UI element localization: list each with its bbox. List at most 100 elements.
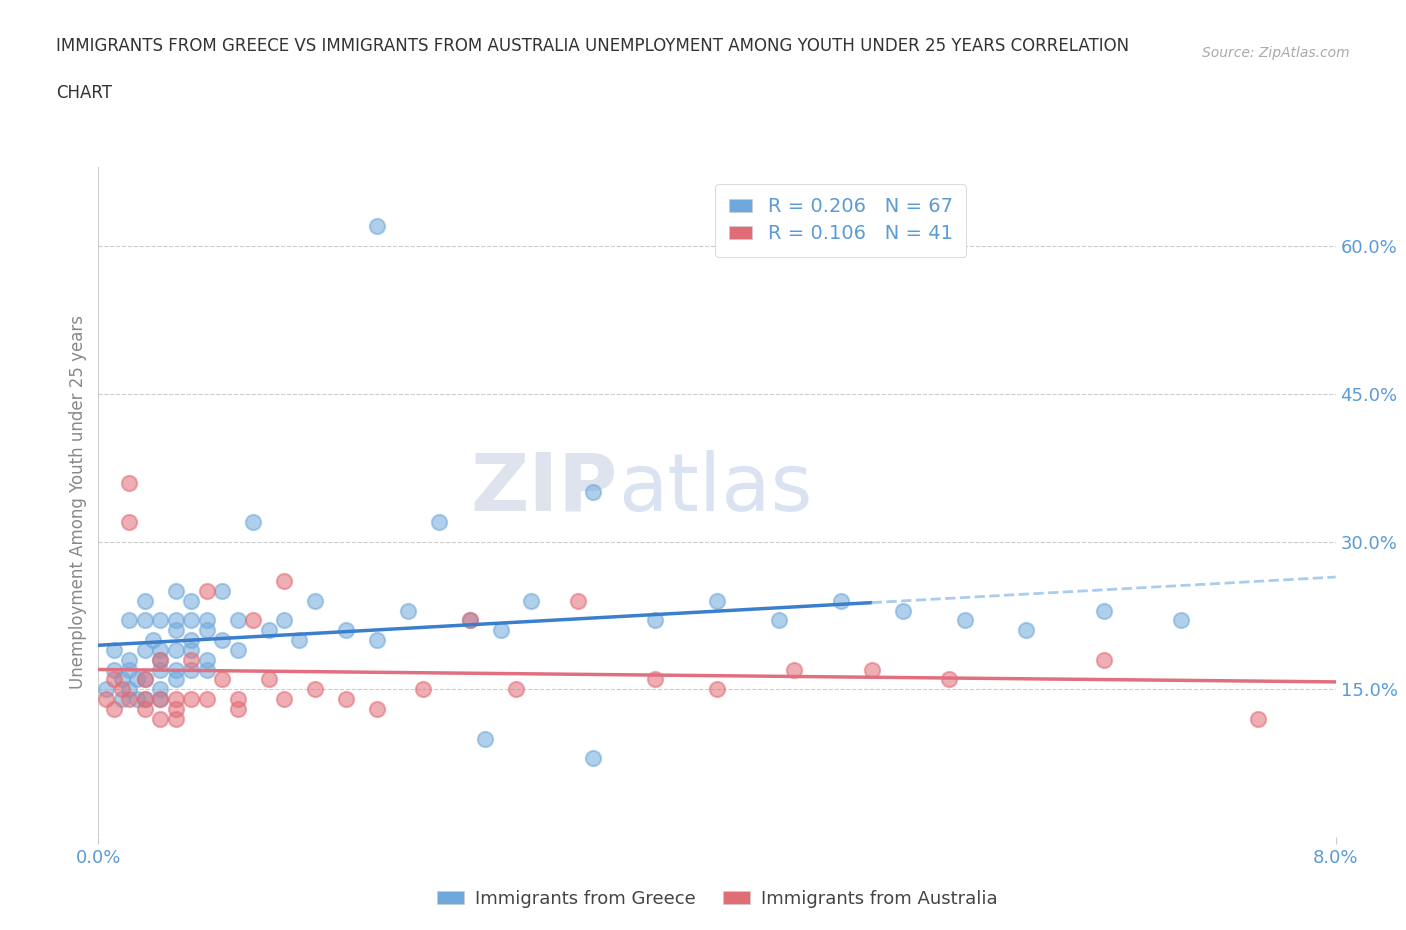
Point [149,692,172,707]
Legend: Immigrants from Greece, Immigrants from Australia: Immigrants from Greece, Immigrants from … [430,883,1004,915]
Point [118,475,141,490]
Point [149,711,172,726]
Point [396,603,419,618]
Point [582,485,605,499]
Point [149,643,172,658]
Point [582,751,605,765]
Point [149,652,172,667]
Point [195,583,218,598]
Point [304,682,326,697]
Point [195,613,218,628]
Point [226,692,249,707]
Point [165,623,187,638]
Point [111,682,134,697]
Point [273,692,295,707]
Point [165,701,187,716]
Point [180,593,202,608]
Point [118,613,141,628]
Point [335,692,357,707]
Point [149,652,172,667]
Point [1170,613,1192,628]
Point [242,613,264,628]
Point [953,613,976,628]
Point [1092,652,1115,667]
Point [96,682,118,697]
Point [118,682,141,697]
Point [134,672,156,687]
Point [180,652,202,667]
Text: CHART: CHART [56,84,112,101]
Y-axis label: Unemployment Among Youth under 25 years: Unemployment Among Youth under 25 years [69,315,87,689]
Point [134,613,156,628]
Point [505,682,527,697]
Point [242,514,264,529]
Point [366,219,388,234]
Point [142,632,165,647]
Point [180,632,202,647]
Point [134,692,156,707]
Point [180,662,202,677]
Point [165,662,187,677]
Point [134,643,156,658]
Point [257,623,280,638]
Text: IMMIGRANTS FROM GREECE VS IMMIGRANTS FROM AUSTRALIA UNEMPLOYMENT AMONG YOUTH UND: IMMIGRANTS FROM GREECE VS IMMIGRANTS FRO… [56,37,1129,55]
Point [706,593,728,608]
Point [1092,603,1115,618]
Point [149,662,172,677]
Point [165,692,187,707]
Point [96,692,118,707]
Point [134,701,156,716]
Point [211,583,233,598]
Point [458,613,481,628]
Point [134,692,156,707]
Point [111,692,134,707]
Point [304,593,326,608]
Point [149,613,172,628]
Point [644,672,666,687]
Point [830,593,852,608]
Point [366,701,388,716]
Point [118,514,141,529]
Point [180,692,202,707]
Point [366,632,388,647]
Point [226,643,249,658]
Point [103,701,125,716]
Point [938,672,960,687]
Point [195,662,218,677]
Point [165,711,187,726]
Point [165,583,187,598]
Point [644,613,666,628]
Point [195,652,218,667]
Point [211,632,233,647]
Point [1015,623,1038,638]
Text: Source: ZipAtlas.com: Source: ZipAtlas.com [1202,46,1350,60]
Point [165,643,187,658]
Point [273,574,295,589]
Point [103,643,125,658]
Point [118,692,141,707]
Point [273,613,295,628]
Point [195,623,218,638]
Point [103,662,125,677]
Point [165,613,187,628]
Point [103,672,125,687]
Point [706,682,728,697]
Text: ZIP: ZIP [471,450,619,528]
Point [335,623,357,638]
Point [489,623,512,638]
Point [891,603,914,618]
Point [257,672,280,687]
Point [111,672,134,687]
Point [1247,711,1270,726]
Point [860,662,883,677]
Point [768,613,790,628]
Point [211,672,233,687]
Point [226,613,249,628]
Point [180,643,202,658]
Point [783,662,806,677]
Point [412,682,434,697]
Point [195,692,218,707]
Point [567,593,589,608]
Point [118,662,141,677]
Point [520,593,543,608]
